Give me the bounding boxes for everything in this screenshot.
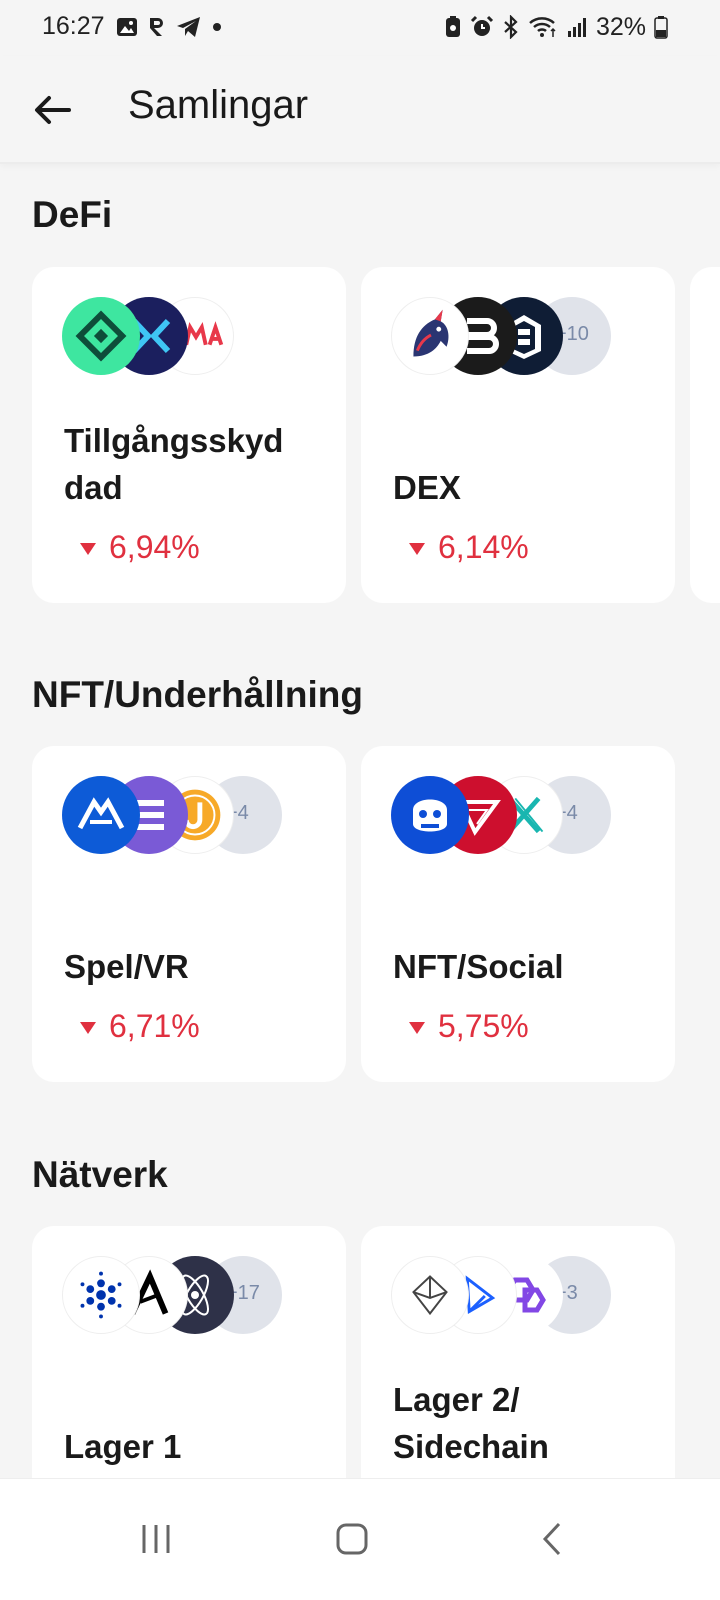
gallery-icon bbox=[117, 18, 137, 36]
collection-card-peek[interactable] bbox=[690, 267, 720, 603]
recent-apps-button[interactable] bbox=[126, 1509, 186, 1569]
status-right-icons: 32% bbox=[444, 12, 668, 42]
card-change: 6,14% bbox=[409, 529, 529, 566]
coin-icon-stack: +10 bbox=[391, 297, 651, 377]
wifi-icon bbox=[529, 17, 556, 37]
status-bar: 16:27 32% bbox=[0, 0, 720, 56]
coin-icon-stack: +4 bbox=[391, 776, 651, 856]
collection-card-dex[interactable]: +10 DEX 6,14% bbox=[361, 267, 675, 603]
section-title-defi: DeFi bbox=[32, 194, 113, 235]
battery-saver-icon bbox=[445, 16, 460, 37]
collection-card-gaming-vr[interactable]: +4 Spel/VR 6,71% bbox=[32, 746, 346, 1082]
page-title: Samlingar bbox=[128, 83, 309, 127]
section-title-nft-entertainment: NFT/Underhållning bbox=[32, 674, 363, 715]
card-name: DEX bbox=[393, 469, 461, 506]
coin-icon-stack: +4 bbox=[62, 776, 322, 856]
collection-card-tillgangsskyddad[interactable]: Tillgångsskyd dad 6,94% bbox=[32, 267, 346, 603]
unicorn-token-icon bbox=[391, 297, 469, 375]
down-arrow-icon bbox=[409, 1021, 425, 1034]
card-change-value: 6,94% bbox=[109, 529, 200, 565]
back-button[interactable] bbox=[26, 84, 78, 136]
coin-icon-stack: +17 bbox=[62, 1256, 322, 1336]
cardano-token-icon bbox=[62, 1256, 140, 1334]
system-back-button[interactable] bbox=[522, 1509, 582, 1569]
alarm-icon bbox=[470, 15, 494, 36]
more-coins-count: +17 bbox=[226, 1282, 260, 1304]
card-name-text: Tillgångsskyd dad bbox=[64, 422, 284, 506]
r-app-icon bbox=[150, 18, 163, 36]
card-name: Lager 1 bbox=[64, 1428, 182, 1465]
card-change: 6,94% bbox=[80, 529, 200, 566]
card-change: 6,71% bbox=[80, 1008, 200, 1045]
card-change-value: 6,71% bbox=[109, 1008, 200, 1044]
back-icon bbox=[542, 1522, 561, 1556]
home-icon bbox=[336, 1523, 368, 1555]
arrow-left-icon bbox=[35, 96, 71, 124]
card-change-value: 5,75% bbox=[438, 1008, 529, 1044]
status-time: 16:27 bbox=[42, 12, 105, 40]
card-change-value: 6,14% bbox=[438, 529, 529, 565]
telegram-icon bbox=[177, 17, 200, 37]
down-arrow-icon bbox=[409, 542, 425, 555]
ape-token-icon bbox=[391, 776, 469, 854]
more-coins-count: +10 bbox=[555, 323, 589, 345]
collection-card-nft-social[interactable]: +4 NFT/Social 5,75% bbox=[361, 746, 675, 1082]
system-nav-bar bbox=[0, 1478, 720, 1600]
card-change: 5,75% bbox=[409, 1008, 529, 1045]
app-bar: Samlingar bbox=[0, 56, 720, 164]
card-name: Tillgångsskyd dad bbox=[64, 417, 324, 511]
home-button[interactable] bbox=[322, 1509, 382, 1569]
loopring-token-icon bbox=[391, 1256, 469, 1334]
bluetooth-icon bbox=[504, 15, 518, 39]
battery-percent: 32% bbox=[595, 12, 646, 41]
dot-icon bbox=[213, 23, 221, 31]
card-name: NFT/Social bbox=[393, 948, 564, 985]
battery-icon bbox=[654, 16, 668, 39]
axie-token-icon bbox=[62, 776, 140, 854]
down-arrow-icon bbox=[80, 1021, 96, 1034]
card-name: Spel/VR bbox=[64, 948, 189, 985]
coin-icon-stack: +3 bbox=[391, 1256, 651, 1336]
status-left-icons bbox=[116, 12, 223, 42]
signal-icon bbox=[567, 18, 586, 37]
down-arrow-icon bbox=[80, 542, 96, 555]
green-token-icon bbox=[62, 297, 140, 375]
section-title-networks: Nätverk bbox=[32, 1154, 168, 1195]
recent-apps-icon bbox=[142, 1525, 170, 1553]
coin-icon-stack bbox=[62, 297, 322, 377]
card-name: Lager 2/ Sidechain bbox=[393, 1381, 549, 1465]
